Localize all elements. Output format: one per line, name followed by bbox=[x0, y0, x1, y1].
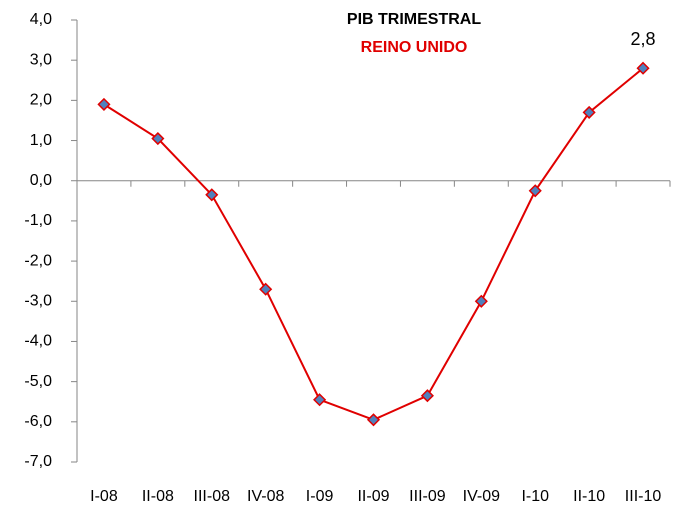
data-point bbox=[260, 284, 271, 295]
x-tick-label: III-08 bbox=[194, 488, 231, 505]
y-tick-label: -6,0 bbox=[24, 413, 52, 430]
x-tick-label: IV-08 bbox=[247, 488, 284, 505]
x-tick-label: II-08 bbox=[142, 488, 174, 505]
y-tick-label: -3,0 bbox=[24, 292, 52, 309]
x-tick-label: II-10 bbox=[573, 488, 605, 505]
y-tick-label: -5,0 bbox=[24, 373, 52, 390]
y-tick-label: -4,0 bbox=[24, 333, 52, 350]
x-tick-label: III-09 bbox=[409, 488, 446, 505]
x-tick-label: II-09 bbox=[357, 488, 389, 505]
data-point bbox=[98, 99, 109, 110]
y-tick-label: 3,0 bbox=[30, 51, 52, 68]
x-tick-label: I-09 bbox=[306, 488, 334, 505]
y-tick-label: -1,0 bbox=[24, 212, 52, 229]
chart-subtitle: REINO UNIDO bbox=[361, 39, 468, 56]
data-point bbox=[422, 390, 433, 401]
y-tick-label: -2,0 bbox=[24, 252, 52, 269]
y-tick-label: 4,0 bbox=[30, 11, 52, 28]
x-tick-label: I-08 bbox=[90, 488, 118, 505]
data-point bbox=[314, 394, 325, 405]
x-tick-label: IV-09 bbox=[463, 488, 500, 505]
x-tick-label: I-10 bbox=[521, 488, 549, 505]
data-point bbox=[368, 414, 379, 425]
chart-title: PIB TRIMESTRAL bbox=[347, 11, 481, 28]
series-line bbox=[104, 68, 643, 420]
data-point bbox=[476, 296, 487, 307]
y-tick-label: 2,0 bbox=[30, 92, 52, 109]
y-tick-label: 1,0 bbox=[30, 132, 52, 149]
chart: PIB TRIMESTRAL REINO UNIDO 4,0 3,0 2,0 1,0 0… bbox=[0, 0, 673, 511]
data-label: 2,8 bbox=[631, 29, 656, 49]
y-tick-label: 0,0 bbox=[30, 172, 52, 189]
y-tick-label: -7,0 bbox=[24, 453, 52, 470]
x-tick-label: III-10 bbox=[625, 488, 662, 505]
